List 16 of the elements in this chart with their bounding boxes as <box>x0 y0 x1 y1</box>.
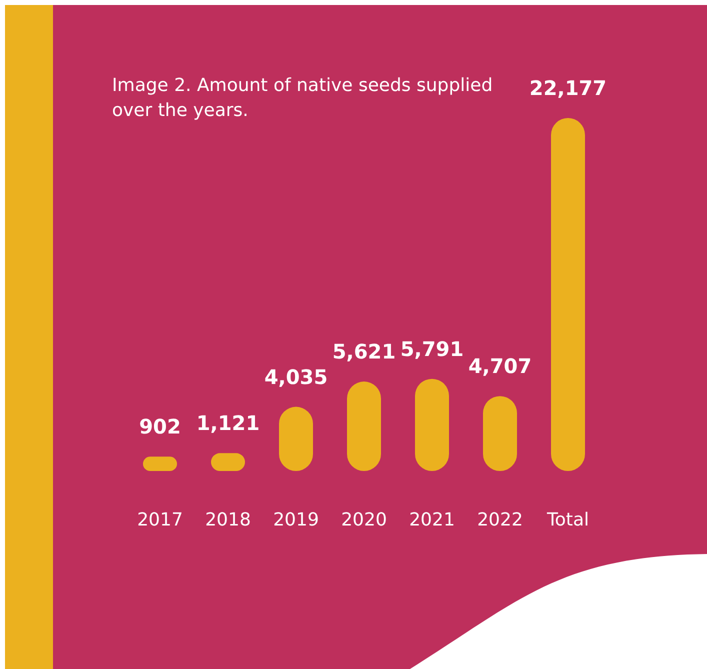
x-tick-label: 2018 <box>205 510 251 530</box>
data-label: 902 <box>139 414 181 439</box>
data-label: 5,791 <box>400 336 464 361</box>
x-tick-label: Total <box>546 510 590 530</box>
x-tick-label: 2019 <box>273 510 319 530</box>
bar <box>551 118 585 471</box>
data-label: 4,707 <box>468 354 532 378</box>
data-label: 4,035 <box>264 364 328 389</box>
x-tick-label: 2017 <box>137 510 183 530</box>
chart-title: Image 2. Amount of native seeds supplied over the years. <box>112 75 498 121</box>
data-label: 5,621 <box>332 340 396 364</box>
data-label: 22,177 <box>529 76 607 100</box>
x-tick-label: 2021 <box>409 510 455 530</box>
data-label: 1,121 <box>196 411 260 436</box>
x-tick-label: 2022 <box>477 510 523 530</box>
x-tick-label: 2020 <box>341 510 387 530</box>
